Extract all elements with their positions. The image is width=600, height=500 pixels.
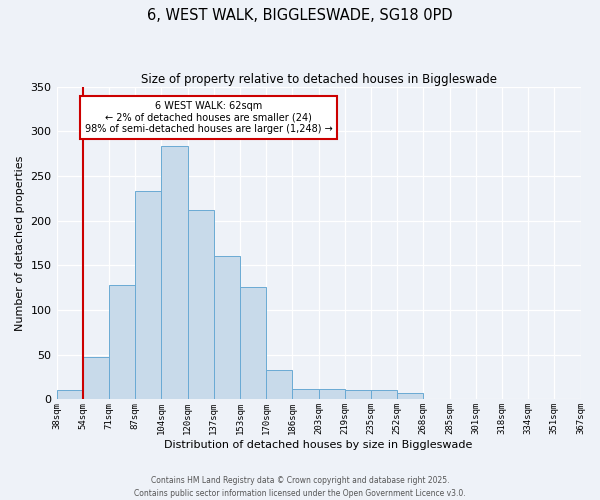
Bar <box>292 388 319 400</box>
Bar <box>214 256 240 400</box>
X-axis label: Distribution of detached houses by size in Biggleswade: Distribution of detached houses by size … <box>164 440 473 450</box>
Bar <box>109 285 135 400</box>
Bar <box>188 210 214 400</box>
Bar <box>83 358 109 400</box>
Bar <box>345 390 371 400</box>
Bar <box>161 146 188 400</box>
Text: 6, WEST WALK, BIGGLESWADE, SG18 0PD: 6, WEST WALK, BIGGLESWADE, SG18 0PD <box>147 8 453 22</box>
Bar <box>240 287 266 400</box>
Y-axis label: Number of detached properties: Number of detached properties <box>15 156 25 330</box>
Title: Size of property relative to detached houses in Biggleswade: Size of property relative to detached ho… <box>140 72 497 86</box>
Bar <box>397 393 424 400</box>
Bar <box>135 191 161 400</box>
Bar <box>266 370 292 400</box>
Bar <box>371 390 397 400</box>
Text: Contains HM Land Registry data © Crown copyright and database right 2025.
Contai: Contains HM Land Registry data © Crown c… <box>134 476 466 498</box>
Bar <box>56 390 83 400</box>
Text: 6 WEST WALK: 62sqm
← 2% of detached houses are smaller (24)
98% of semi-detached: 6 WEST WALK: 62sqm ← 2% of detached hous… <box>85 100 332 134</box>
Bar <box>319 388 345 400</box>
